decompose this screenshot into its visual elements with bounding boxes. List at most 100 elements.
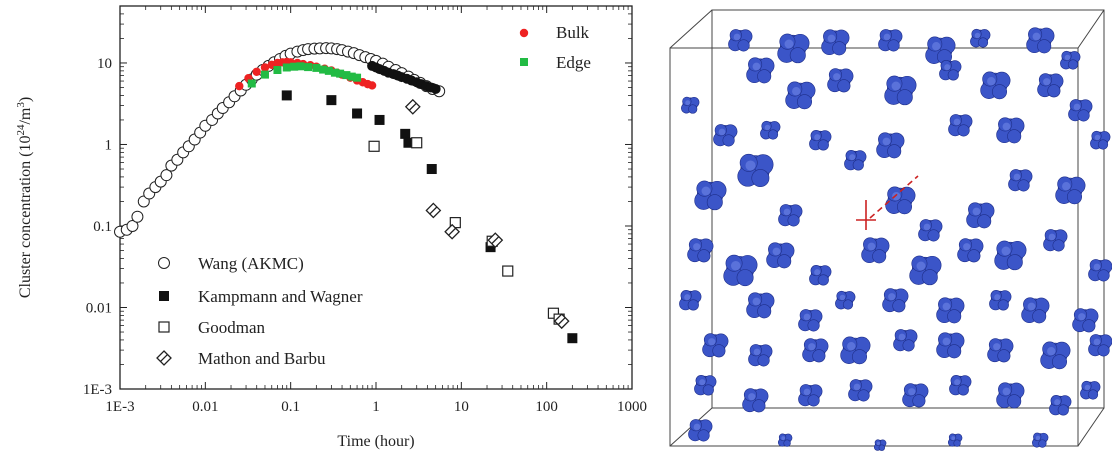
cluster-highlight [1043, 78, 1051, 86]
cluster-highlight [898, 333, 906, 341]
cluster-highlight [730, 260, 741, 271]
x-tick-label: 100 [535, 399, 558, 415]
legend-edge-label: Edge [556, 53, 591, 72]
cluster [996, 117, 1025, 144]
kampmann-and-wagner-point [352, 108, 363, 119]
edge-point [324, 66, 333, 75]
cluster-part [947, 69, 959, 81]
cluster [1068, 99, 1093, 122]
cluster-highlight [781, 436, 786, 441]
cluster [876, 132, 905, 159]
legend-bulk-label: Bulk [556, 23, 590, 42]
cluster [980, 71, 1011, 100]
cluster-part [997, 349, 1011, 363]
cluster-highlight [942, 302, 951, 311]
x-tick-label: 0.1 [281, 399, 300, 415]
cluster-simulation-box [669, 9, 1112, 451]
cluster-part [892, 299, 906, 313]
cluster-highlight [853, 383, 861, 391]
cluster [1026, 27, 1055, 54]
cluster-highlight [876, 441, 881, 446]
edge-point [319, 65, 328, 74]
mathon-and-barbu-point [404, 98, 421, 115]
cluster [939, 60, 962, 81]
cluster-part [977, 214, 992, 229]
cluster-highlight [699, 379, 706, 386]
cluster [987, 338, 1014, 363]
bulk-point [367, 81, 377, 90]
cluster-part [807, 319, 820, 332]
cluster [994, 240, 1027, 271]
edge-point [353, 73, 362, 82]
cluster [844, 150, 867, 171]
cluster [948, 114, 973, 137]
cluster [1088, 334, 1112, 357]
cluster-concentration-chart: 1E-3 0.01 0.1 1 10 100 1000 1E-3 0.01 0.1 1 10 Time … [15, 5, 647, 450]
edge-point [347, 72, 356, 81]
cluster-part [722, 134, 735, 147]
cluster [966, 202, 995, 229]
y-axis-label-part: Cluster concentration (10 [17, 136, 34, 299]
cluster-part [912, 394, 926, 408]
cluster-part [706, 194, 723, 211]
cluster-part [737, 39, 750, 52]
cluster-highlight [1078, 313, 1086, 321]
cluster-part [797, 94, 813, 110]
cluster [1088, 259, 1112, 282]
cluster [1032, 432, 1049, 448]
cluster-highlight [752, 297, 761, 306]
cluster-part [1082, 319, 1096, 333]
cluster-part [842, 299, 854, 310]
kampmann-and-wagner-point [281, 90, 292, 101]
x-tick-label: 0.01 [192, 399, 218, 415]
cluster [989, 290, 1012, 311]
legend-marker [156, 350, 172, 366]
cluster [1008, 169, 1033, 192]
cluster-highlight [951, 436, 956, 441]
cluster [821, 29, 850, 56]
cluster-highlight [916, 261, 926, 271]
goodman-point [547, 307, 560, 319]
cluster-highlight [888, 293, 896, 301]
cluster-part [777, 254, 792, 269]
kampmann-and-wagner-point [426, 164, 437, 175]
cluster-part [783, 439, 791, 447]
cluster-highlight [733, 33, 741, 41]
edge-point [296, 62, 305, 71]
edge-point [282, 63, 291, 72]
cluster-highlight [1027, 302, 1036, 311]
box-edge [1077, 407, 1105, 447]
cluster-part [1032, 309, 1047, 324]
x-tick-label: 1000 [617, 399, 647, 415]
cluster-highlight [944, 64, 951, 71]
cluster [687, 238, 714, 263]
edge-point [260, 70, 269, 79]
cluster [694, 180, 727, 211]
y-tick-label: 1E-3 [83, 382, 112, 398]
cluster-highlight [808, 343, 816, 351]
mathon-and-barbu-point [553, 313, 570, 330]
cluster-highlight [764, 124, 771, 131]
cluster [918, 219, 943, 242]
cluster-part [1097, 269, 1110, 282]
cluster [694, 375, 717, 396]
kampmann-and-wagner-point [326, 95, 337, 106]
cluster-part [852, 349, 868, 365]
cluster [737, 153, 774, 188]
legend-marker [158, 257, 170, 269]
cluster-part [1067, 59, 1079, 70]
cluster-part [837, 79, 851, 93]
cluster-highlight [972, 207, 981, 216]
cluster-part [977, 37, 989, 48]
cluster-part [957, 124, 970, 137]
cluster-highlight [748, 393, 756, 401]
cluster [746, 57, 775, 84]
y-axis-label-part: 3 [15, 102, 27, 108]
cluster-highlight [708, 338, 716, 346]
cluster-highlight [882, 137, 891, 146]
cluster-highlight [883, 33, 891, 41]
x-axis-label: Time (hour) [337, 433, 414, 450]
cluster [1021, 297, 1050, 324]
cluster-highlight [752, 62, 761, 71]
cluster-part [857, 389, 870, 402]
